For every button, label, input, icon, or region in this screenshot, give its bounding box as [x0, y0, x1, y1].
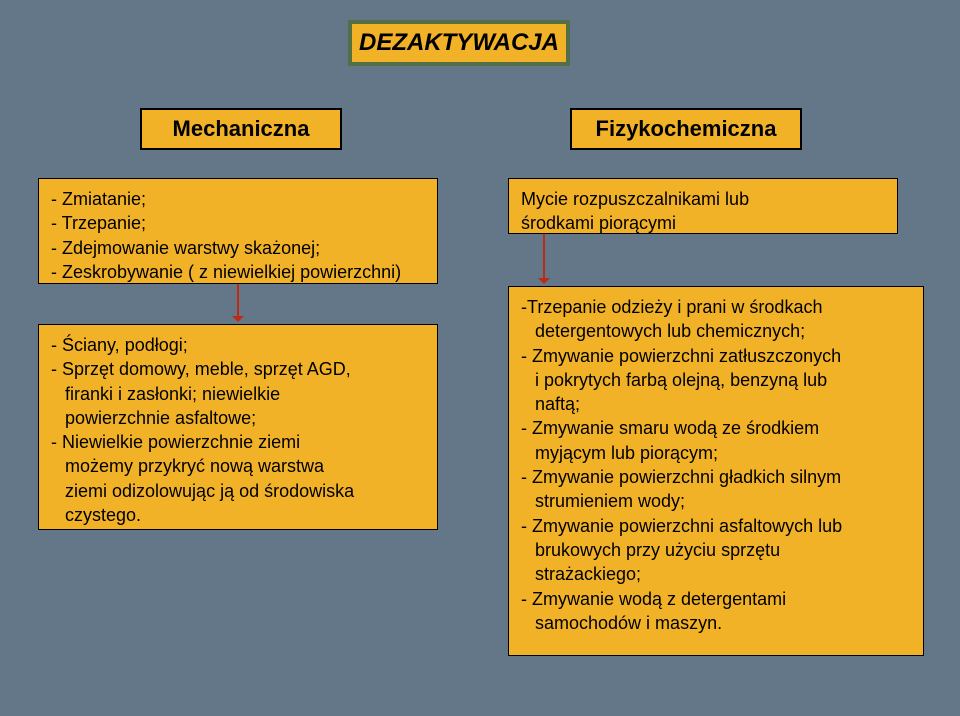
line: środkami piorącymi — [521, 211, 885, 235]
line: myjącym lub piorącym; — [521, 441, 911, 465]
content-right1: Mycie rozpuszczalnikami lubśrodkami pior… — [508, 178, 898, 234]
line: strażackiego; — [521, 562, 911, 586]
line: - Zmywanie smaru wodą ze środkiem — [521, 416, 911, 440]
line: brukowych przy użyciu sprzętu — [521, 538, 911, 562]
line: powierzchnie asfaltowe; — [51, 406, 425, 430]
line: detergentowych lub chemicznych; — [521, 319, 911, 343]
line: firanki i zasłonki; niewielkie — [51, 382, 425, 406]
content-right2: -Trzepanie odzieży i prani w środkachdet… — [508, 286, 924, 656]
line: - Sprzęt domowy, meble, sprzęt AGD, — [51, 357, 425, 381]
line: - Zdejmowanie warstwy skażonej; — [51, 236, 425, 260]
line: - Ściany, podłogi; — [51, 333, 425, 357]
line: - Zmywanie powierzchni asfaltowych lub — [521, 514, 911, 538]
content-left2: - Ściany, podłogi;- Sprzęt domowy, meble… — [38, 324, 438, 530]
line: - Trzepanie; — [51, 211, 425, 235]
line: naftą; — [521, 392, 911, 416]
sub-left: Mechaniczna — [140, 108, 342, 150]
content-left1: - Zmiatanie;- Trzepanie;- Zdejmowanie wa… — [38, 178, 438, 284]
line: czystego. — [51, 503, 425, 527]
line: Mycie rozpuszczalnikami lub — [521, 187, 885, 211]
title-box: DEZAKTYWACJA — [348, 20, 570, 66]
line: - Zmywanie wodą z detergentami — [521, 587, 911, 611]
sub-right: Fizykochemiczna — [570, 108, 802, 150]
line: i pokrytych farbą olejną, benzyną lub — [521, 368, 911, 392]
line: ziemi odizolowując ją od środowiska — [51, 479, 425, 503]
line: - Zmiatanie; — [51, 187, 425, 211]
line: - Zeskrobywanie ( z niewielkiej powierzc… — [51, 260, 425, 284]
line: samochodów i maszyn. — [521, 611, 911, 635]
line: strumieniem wody; — [521, 489, 911, 513]
line: - Zmywanie powierzchni gładkich silnym — [521, 465, 911, 489]
line: możemy przykryć nową warstwa — [51, 454, 425, 478]
line: - Niewielkie powierzchnie ziemi — [51, 430, 425, 454]
line: - Zmywanie powierzchni zatłuszczonych — [521, 344, 911, 368]
line: -Trzepanie odzieży i prani w środkach — [521, 295, 911, 319]
